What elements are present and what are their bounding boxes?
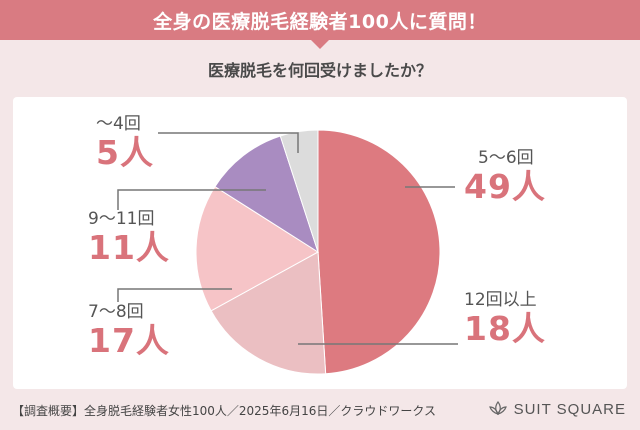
brand-logo: SUIT SQUARE <box>488 398 626 420</box>
pie-slice <box>214 135 319 254</box>
slice-value: 11人 <box>88 228 170 267</box>
pie-slice <box>279 129 319 253</box>
slice-value: 5人 <box>96 133 154 172</box>
survey-summary: 【調査概要】全身脱毛経験者女性100人／2025年6月16日／クラウドワークス <box>12 404 436 418</box>
question-text: 医療脱毛を何回受けましたか？ <box>207 61 432 80</box>
slice-label-12plus: 12回以上 18人 <box>464 290 546 348</box>
slice-label-7-8: 7〜8回 17人 <box>88 302 170 360</box>
slice-category: 〜4回 <box>96 114 141 134</box>
leader-line <box>117 288 232 302</box>
pie-slice <box>195 185 319 312</box>
slice-category: 12回以上 <box>464 290 537 310</box>
pie-slice <box>210 251 327 375</box>
slice-label-9-11: 9〜11回 11人 <box>88 209 170 267</box>
lotus-logo-icon <box>488 400 507 416</box>
slice-value: 49人 <box>464 167 546 206</box>
leader-line <box>117 189 266 210</box>
slice-category: 7〜8回 <box>88 302 144 322</box>
slice-category: 9〜11回 <box>88 209 155 229</box>
slice-value: 18人 <box>464 309 546 348</box>
pie-slice <box>317 129 441 375</box>
brand-name: SUIT SQUARE <box>513 400 626 418</box>
slice-value: 17人 <box>88 321 170 360</box>
slice-label-5-6: 5〜6回 49人 <box>464 148 546 206</box>
slice-category: 5〜6回 <box>478 148 534 168</box>
page-title: 全身の医療脱毛経験者100人に質問！ <box>153 10 487 33</box>
title-banner: 全身の医療脱毛経験者100人に質問！ <box>0 0 640 40</box>
banner-pointer <box>311 40 329 49</box>
leader-line <box>158 132 299 153</box>
slice-label-under-4: 〜4回 5人 <box>96 114 154 172</box>
